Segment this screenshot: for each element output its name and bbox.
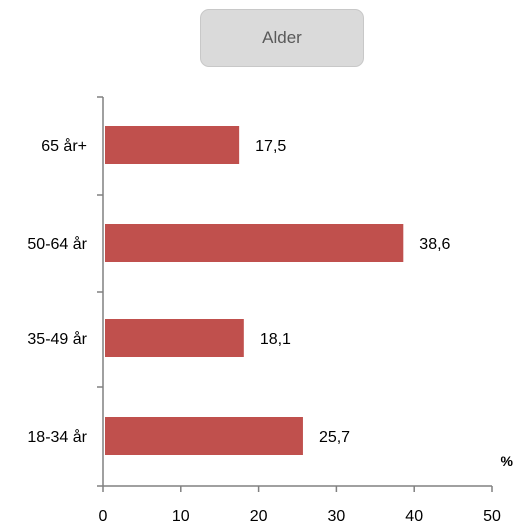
unit-label: % [501,453,514,469]
x-tick-label: 50 [483,508,501,524]
category-label: 18-34 år [27,428,87,446]
bar [105,126,240,164]
chart-title: Alder [200,9,364,67]
x-tick-label: 0 [99,508,108,524]
value-label: 18,1 [260,331,291,348]
x-tick-label: 40 [405,508,423,524]
x-tick-label: 10 [172,508,190,524]
value-label: 38,6 [419,236,450,253]
x-tick-label: 30 [328,508,346,524]
value-label: 17,5 [255,138,286,155]
category-label: 65 år+ [41,137,87,155]
x-tick-label: 20 [250,508,268,524]
category-label: 35-49 år [27,330,87,348]
bar [105,224,404,262]
value-label: 25,7 [319,429,350,446]
bar [105,319,244,357]
bar [105,417,303,455]
category-label: 50-64 år [27,235,87,253]
